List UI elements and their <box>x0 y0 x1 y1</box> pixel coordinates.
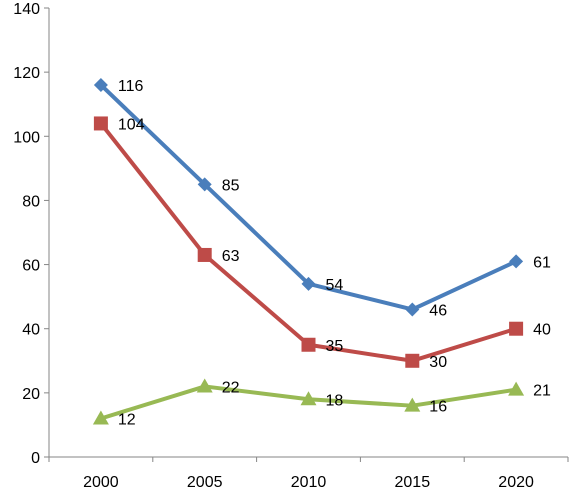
y-tick-label: 120 <box>13 65 40 82</box>
data-label: 21 <box>533 383 551 400</box>
data-label: 104 <box>118 116 145 133</box>
data-point-marker <box>92 410 109 425</box>
y-tick-label: 60 <box>22 258 40 275</box>
data-point-marker <box>405 353 420 368</box>
data-point-marker <box>301 337 316 352</box>
data-label: 35 <box>326 338 344 355</box>
data-label: 18 <box>326 392 344 409</box>
data-label: 12 <box>118 412 136 429</box>
data-point-marker <box>509 321 524 336</box>
y-tick-label: 20 <box>22 386 40 403</box>
data-label: 40 <box>533 322 551 339</box>
y-tick-label: 40 <box>22 322 40 339</box>
x-tick-label: 2020 <box>498 474 534 491</box>
data-point-marker <box>197 177 212 192</box>
data-label: 61 <box>533 254 551 271</box>
y-tick-label: 100 <box>13 129 40 146</box>
chart-labels-layer: 116 85 54 46 61 104 63 35 30 40 12 22 18 16 21 <box>118 78 551 429</box>
data-label: 116 <box>118 78 144 95</box>
data-point-marker <box>508 381 525 396</box>
y-tick-label: 0 <box>31 450 40 467</box>
data-point-marker <box>93 116 108 131</box>
data-point-marker <box>301 276 316 291</box>
data-point-marker <box>300 391 317 406</box>
x-tick-label: 2010 <box>291 474 327 491</box>
data-label: 22 <box>222 379 240 396</box>
data-label: 54 <box>326 277 344 294</box>
series-line-2 <box>98 121 519 363</box>
data-point-marker <box>197 247 212 262</box>
y-tick-label: 140 <box>13 1 40 18</box>
data-point-marker <box>509 254 524 269</box>
data-point-marker <box>405 302 420 317</box>
data-point-marker <box>404 397 421 412</box>
data-point-marker <box>196 378 213 393</box>
data-label: 63 <box>222 248 240 265</box>
data-point-marker <box>93 77 108 92</box>
chart-axes: 0 20 40 60 80 100 120 140 2000 2005 2010 2015 2020 <box>13 1 569 491</box>
data-label: 85 <box>222 177 240 194</box>
y-tick-label: 80 <box>22 193 40 210</box>
chart-series-layer <box>92 77 525 425</box>
x-tick-label: 2015 <box>395 474 431 491</box>
x-tick-label: 2000 <box>83 474 119 491</box>
series-line-1 <box>98 82 519 312</box>
data-label: 46 <box>429 302 447 319</box>
data-label: 16 <box>429 399 447 416</box>
x-tick-label: 2005 <box>187 474 223 491</box>
data-label: 30 <box>429 354 447 371</box>
